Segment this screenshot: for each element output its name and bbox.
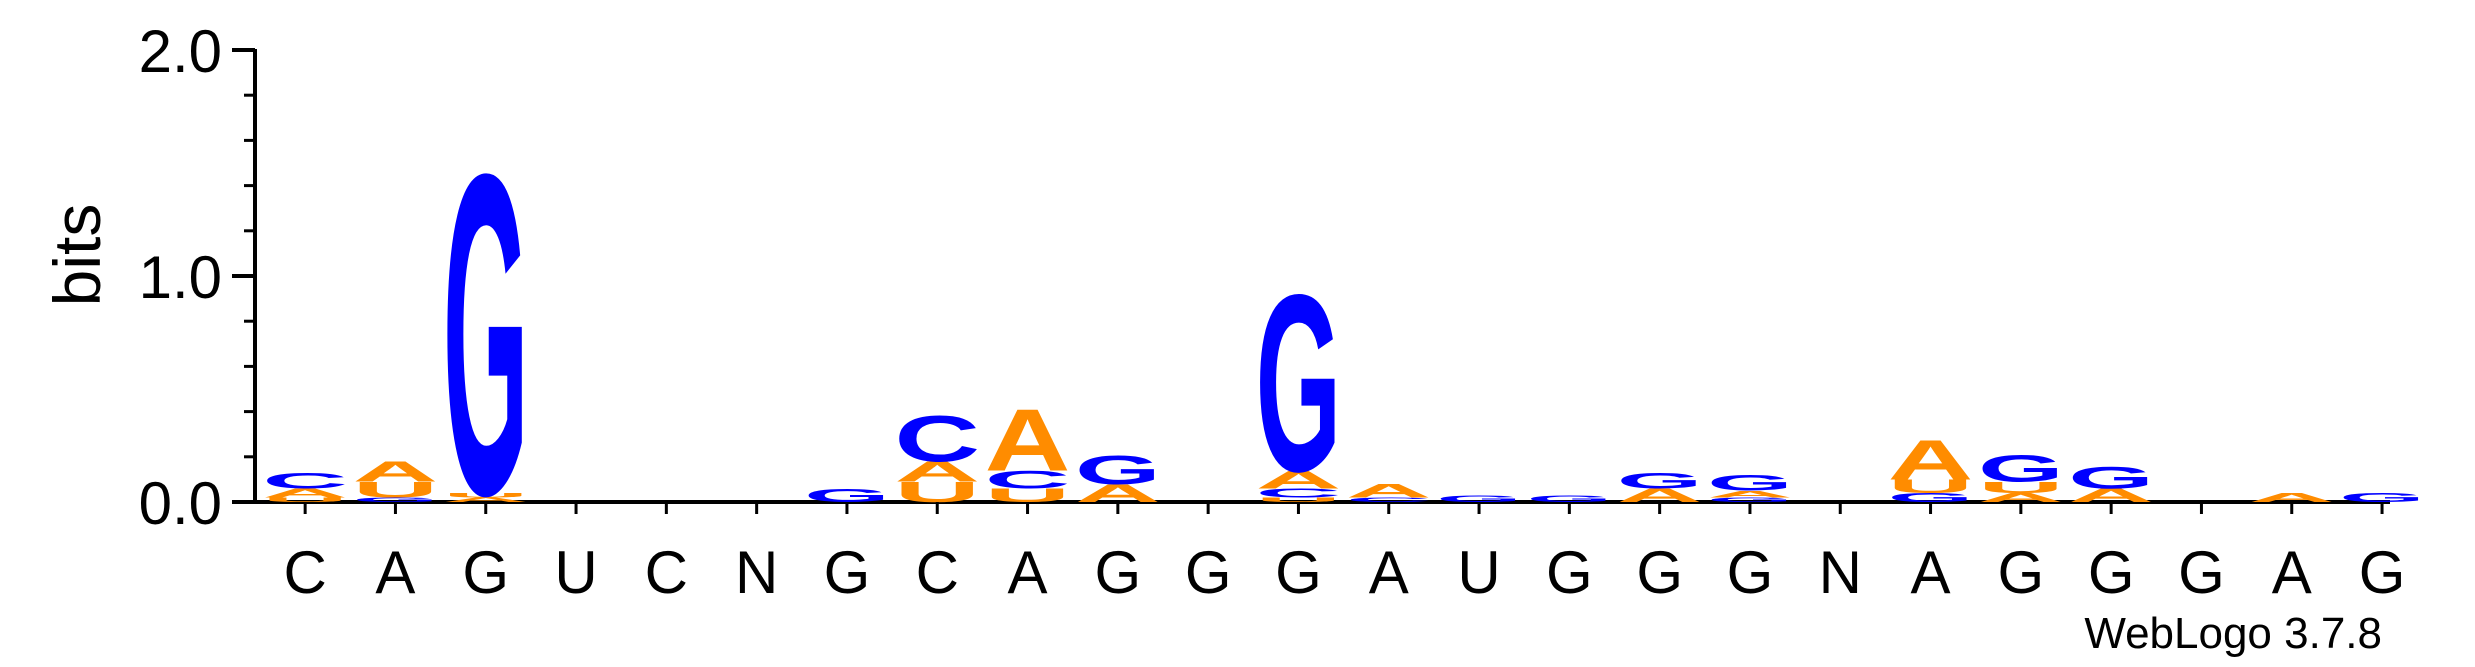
logo-letter-C: C (894, 402, 980, 476)
logo-letter-A: A (1978, 491, 2064, 505)
x-tick-label: G (1185, 539, 1232, 606)
logo-letter-G: G (1526, 493, 1612, 504)
x-tick-label: G (2359, 539, 2406, 606)
x-tick-label: G (2178, 539, 2225, 606)
logo-letter-A: A (1346, 481, 1432, 502)
logo-letter-U: U (262, 496, 348, 503)
logo-letter-A: A (2068, 485, 2154, 506)
logo-letter-C: C (1346, 496, 1432, 503)
x-tick-label: G (1275, 539, 1322, 606)
x-tick-label: G (2088, 539, 2135, 606)
logo-letter-G: G (1256, 244, 1342, 525)
x-tick-label: A (2272, 539, 2312, 606)
x-tick-label: G (462, 539, 509, 606)
logo-letter-G: G (1978, 448, 2064, 490)
x-tick-label: N (1819, 539, 1862, 606)
logo-letter-G: G (353, 496, 439, 503)
logo-letter-G: G (2339, 491, 2425, 505)
logo-letter-G: G (2068, 460, 2154, 495)
logo-letter-U: U (443, 492, 529, 499)
x-tick-label: A (1008, 539, 1048, 606)
logo-letter-U: U (1978, 479, 2064, 497)
weblogo-credit: WebLogo 3.7.8 (2084, 609, 2382, 658)
logo-letter-A: A (262, 486, 348, 500)
x-tick-label: G (1546, 539, 1593, 606)
logo-letter-A: A (1617, 485, 1703, 506)
x-tick-label: G (1998, 539, 2045, 606)
x-tick-label: G (1727, 539, 1774, 606)
logo-letter-A: A (1256, 466, 1342, 494)
y-tick-label: 2.0 (139, 18, 222, 85)
x-tick-label: G (1095, 539, 1142, 606)
y-ticks: 0.0 1.0 2.0 (139, 18, 255, 537)
logo-letter-C: C (985, 466, 1071, 494)
x-tick-label: G (824, 539, 871, 606)
y-axis-label: bits (40, 204, 114, 307)
logo-letter-G: G (804, 485, 890, 506)
logo-letter-U: U (1256, 496, 1342, 503)
y-tick-label: 0.0 (139, 470, 222, 537)
logo-letter-G: G (1617, 468, 1703, 493)
x-tick-label: G (1636, 539, 1683, 606)
logo-letter-A: A (985, 391, 1071, 490)
y-tick-label: 1.0 (139, 244, 222, 311)
x-tick-label: U (1457, 539, 1500, 606)
logo-letter-G: G (1888, 491, 1974, 505)
logo-letter-G: G (1707, 496, 1793, 503)
logo-letter-U: U (1888, 476, 1974, 497)
x-tick-label: A (375, 539, 415, 606)
logo-letter-A: A (353, 456, 439, 488)
logo-letter-A: A (1888, 428, 1974, 491)
logo-letter-A: A (894, 456, 980, 488)
logo-letter-C: C (1256, 486, 1342, 500)
x-tick-label: U (554, 539, 597, 606)
x-tick-label: C (916, 539, 959, 606)
logo-letter-G: G (1075, 447, 1161, 493)
logo-letter-A: A (443, 496, 529, 503)
x-tick-label: A (1369, 539, 1409, 606)
x-tick-label: C (645, 539, 688, 606)
logo-letter-U: U (353, 478, 439, 503)
logo-letter-G: G (1707, 471, 1793, 496)
x-tick-label: N (735, 539, 778, 606)
logo-letter-U: U (985, 485, 1071, 506)
logo-letter-A: A (2249, 491, 2335, 505)
logo-letter-A: A (1707, 489, 1793, 500)
x-tick-label: C (283, 539, 326, 606)
logo-letter-C: C (262, 469, 348, 494)
logo-letter-G: G (1436, 493, 1522, 504)
x-tick-label: A (1911, 539, 1951, 606)
